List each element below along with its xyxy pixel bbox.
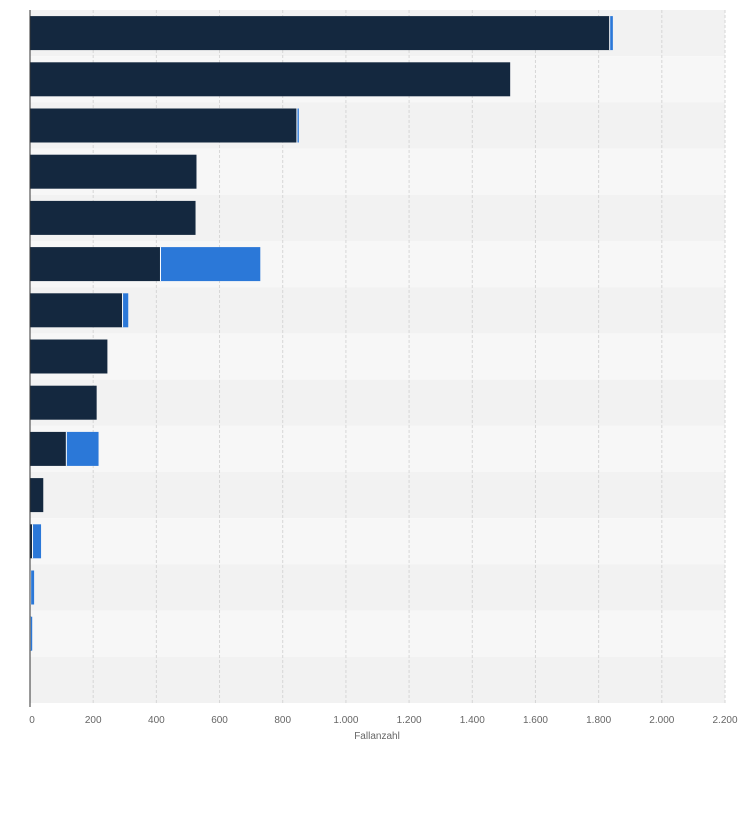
row-band: [30, 333, 725, 380]
bar-segment-series-1: [30, 247, 161, 282]
x-tick-label: 2.200: [712, 715, 737, 726]
bar-segment-series-2: [32, 524, 42, 559]
bar-segment-series-1: [30, 431, 67, 466]
bar-segment-series-2: [30, 570, 35, 605]
x-tick-label: 1.800: [586, 715, 611, 726]
row-band: [30, 610, 725, 657]
x-tick-label: 1.200: [397, 715, 422, 726]
bar-segment-series-1: [30, 293, 123, 328]
x-tick-label: 1.600: [523, 715, 548, 726]
bar-segment-series-1: [30, 385, 97, 420]
bar-segment-series-1: [30, 524, 33, 559]
row-band: [30, 518, 725, 565]
row-band: [30, 656, 725, 703]
bar-segment-series-2: [66, 431, 99, 466]
row-band: [30, 425, 725, 472]
bar-segment-series-2: [30, 616, 33, 651]
x-tick-label: 0: [29, 715, 35, 726]
x-tick-label: 600: [211, 715, 228, 726]
row-band: [30, 564, 725, 611]
bar-segment-series-1: [30, 16, 610, 51]
bar-segment-series-1: [30, 108, 297, 143]
row-band: [30, 287, 725, 334]
x-tick-label: 1.400: [460, 715, 485, 726]
x-tick-label: 400: [148, 715, 165, 726]
bar-segment-series-2: [160, 247, 261, 282]
x-tick-label: 2.000: [649, 715, 674, 726]
bar-segment-series-2: [609, 16, 613, 51]
row-band: [30, 379, 725, 426]
bar-segment-series-1: [30, 339, 108, 374]
x-tick-label: 1.000: [333, 715, 358, 726]
bar-segment-series-2: [296, 108, 299, 143]
row-band: [30, 472, 725, 519]
x-tick-label: 200: [85, 715, 102, 726]
bar-segment-series-1: [30, 200, 196, 235]
bar-segment-series-2: [122, 293, 129, 328]
bar-segment-series-1: [30, 62, 511, 97]
bar-segment-series-1: [30, 478, 44, 513]
bar-segment-series-1: [30, 154, 197, 189]
x-tick-label: 800: [274, 715, 291, 726]
x-axis-title: Fallanzahl: [354, 731, 400, 742]
x-tick-labels: 0 200 400 600 800 1.000 1.200 1.400 1.600 1.800 2.…: [29, 715, 738, 726]
bars: [29, 16, 613, 651]
